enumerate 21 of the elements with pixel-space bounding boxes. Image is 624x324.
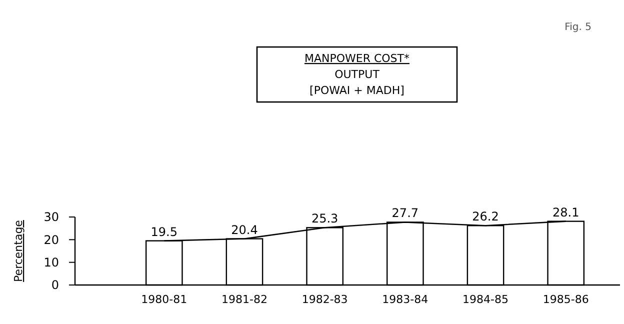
data-label: 25.3 — [311, 212, 338, 226]
y-tick-label: 30 — [44, 210, 59, 224]
chart-title: MANPOWER COST* — [304, 52, 410, 65]
x-tick-label: 1982-83 — [302, 293, 348, 306]
y-axis-title: Percentage — [12, 220, 25, 282]
y-tick-label: 20 — [44, 232, 59, 247]
x-tick-label: 1983-84 — [382, 293, 428, 306]
caption: Fig. 5 — [564, 22, 592, 33]
data-label: 20.4 — [231, 222, 258, 237]
data-label: 26.2 — [472, 210, 499, 224]
y-tick-label: 0 — [51, 278, 59, 292]
y-tick-label: 10 — [44, 256, 59, 270]
chart-subtitle: OUTPUT — [334, 68, 380, 81]
x-tick-label: 1981-82 — [222, 293, 268, 306]
text: [POWAI + MADH] — [310, 84, 404, 97]
data-label: 28.1 — [552, 205, 580, 220]
x-tick-label: 1984-85 — [462, 293, 508, 306]
data-label: 27.7 — [392, 206, 419, 220]
x-tick-label: 1980-81 — [141, 293, 188, 306]
x-tick-label: 1985-86 — [542, 293, 589, 306]
data-label: 19.5 — [150, 224, 178, 239]
